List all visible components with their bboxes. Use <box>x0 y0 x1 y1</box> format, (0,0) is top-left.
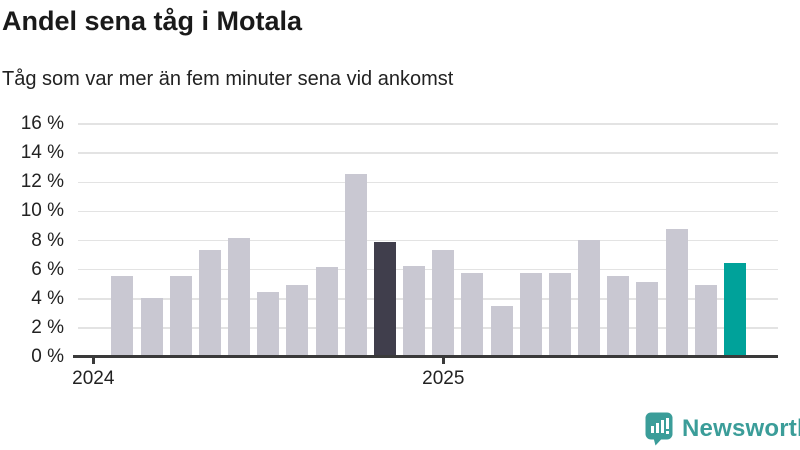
gridline <box>78 181 778 183</box>
gridline <box>78 152 778 154</box>
chart-title: Andel sena tåg i Motala <box>2 6 303 36</box>
x-axis-label: 2025 <box>422 368 465 389</box>
bar <box>694 284 717 356</box>
bar <box>111 275 134 356</box>
bar <box>315 267 338 356</box>
bar <box>461 272 484 356</box>
bar <box>198 249 221 356</box>
x-axis-line <box>73 355 778 358</box>
bar <box>548 272 571 356</box>
gridline <box>78 123 778 125</box>
bar-highlight-teal <box>723 262 746 356</box>
y-axis-label: 12 % <box>20 171 64 193</box>
y-axis-label: 8 % <box>31 229 64 251</box>
bar <box>169 275 192 356</box>
chart-subtitle: Tåg som var mer än fem minuter sena vid … <box>2 68 454 90</box>
bar <box>257 291 280 356</box>
bar <box>490 306 513 356</box>
y-axis-label: 16 % <box>20 113 64 134</box>
y-axis-label: 0 % <box>31 346 64 367</box>
newsworthy-logo-text: Newsworthy <box>682 415 800 442</box>
y-axis-label: 14 % <box>20 142 64 164</box>
x-axis-tick <box>92 357 95 364</box>
gridline <box>78 327 778 329</box>
gridline <box>78 210 778 213</box>
bar <box>607 275 630 356</box>
bar-highlight-dark <box>373 242 396 356</box>
gridline <box>78 239 778 242</box>
bar <box>519 272 542 356</box>
y-axis-label: 6 % <box>31 258 64 280</box>
y-axis-label: 2 % <box>31 316 64 338</box>
x-axis-label: 2024 <box>72 368 115 389</box>
y-axis-label: 10 % <box>20 200 64 222</box>
bar <box>432 249 455 356</box>
bar <box>344 173 367 356</box>
gridline <box>78 298 778 300</box>
bar <box>140 297 163 356</box>
y-axis-label: 4 % <box>31 287 64 309</box>
bar <box>228 238 251 356</box>
bar <box>665 229 688 356</box>
plot-area: 2024 2025 <box>72 123 778 389</box>
bar <box>636 281 659 356</box>
bar <box>286 284 309 356</box>
bar <box>578 239 601 356</box>
gridline <box>78 268 778 271</box>
x-axis-tick <box>442 357 445 364</box>
newsworthy-logo: Newsworthy <box>645 412 800 446</box>
bar <box>403 265 426 356</box>
newsworthy-icon <box>645 412 673 446</box>
